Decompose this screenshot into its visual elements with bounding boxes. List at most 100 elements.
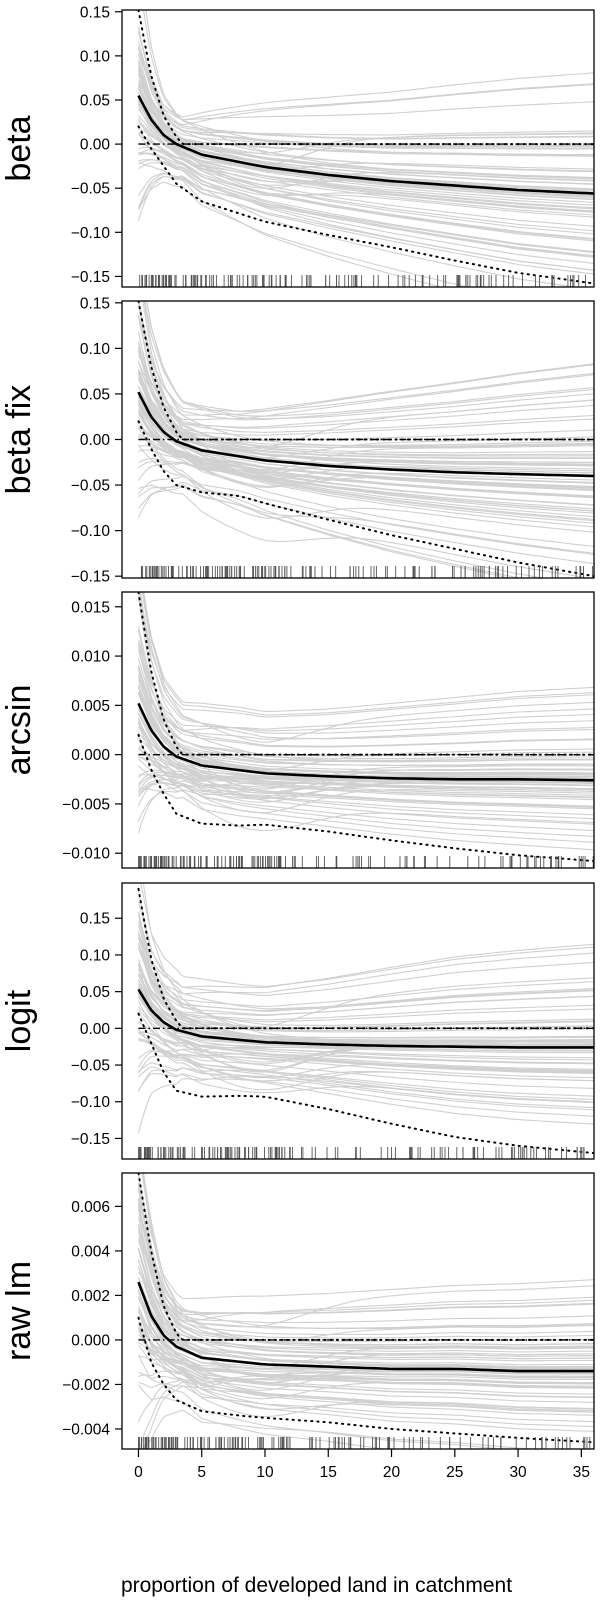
bootstrap-curve bbox=[138, 1038, 594, 1101]
bootstrap-curve bbox=[137, 481, 594, 565]
bootstrap-curve bbox=[137, 789, 594, 822]
bootstrap-curve bbox=[138, 424, 594, 489]
y-tick-label: 0.10 bbox=[80, 48, 111, 65]
bootstrap-curve bbox=[138, 719, 594, 801]
bootstrap-curve bbox=[138, 748, 594, 814]
y-tick-label: −0.15 bbox=[71, 269, 110, 286]
y-tick-label: −0.10 bbox=[71, 1094, 111, 1111]
bootstrap-curve bbox=[137, 931, 594, 1008]
bootstrap-curve bbox=[137, 1277, 594, 1360]
y-tick-label: −0.15 bbox=[71, 1131, 110, 1148]
bootstrap-curve bbox=[138, 945, 594, 995]
lower-bound-curve bbox=[137, 733, 594, 863]
bootstrap-curve bbox=[138, 1329, 594, 1403]
bootstrap-curve bbox=[137, 99, 594, 218]
bootstrap-curve bbox=[138, 1344, 594, 1410]
bootstrap-curve bbox=[137, 933, 594, 1046]
lower-bound-curve bbox=[137, 125, 594, 285]
bootstrap-curve bbox=[138, 787, 594, 851]
bootstrap-curve bbox=[138, 779, 594, 798]
bootstrap-curve bbox=[138, 122, 594, 213]
y-tick-label: −0.010 bbox=[62, 846, 110, 863]
bootstrap-curve bbox=[138, 1037, 594, 1109]
fitted-curve bbox=[137, 95, 594, 195]
plot-area bbox=[137, 1173, 594, 1449]
bootstrap-curve bbox=[137, 70, 594, 150]
panel-ylabel: raw lm bbox=[0, 1261, 38, 1361]
bootstrap-curve bbox=[137, 63, 594, 154]
bootstrap-curve bbox=[137, 1204, 594, 1329]
bootstrap-curve bbox=[137, 26, 594, 173]
fitted-curve bbox=[137, 702, 594, 782]
bootstrap-curve bbox=[137, 1224, 594, 1353]
bootstrap-curve bbox=[137, 368, 594, 460]
panel-5: −0.004 −0.002 0.000 0.002 0.004 0.006 raw lm bbox=[0, 1172, 595, 1450]
bootstrap-curve bbox=[138, 993, 594, 1070]
bootstrap-curve bbox=[138, 738, 594, 838]
bootstrap-curve bbox=[137, 1327, 594, 1432]
x-tick-label: 25 bbox=[446, 1464, 463, 1481]
bootstrap-curve bbox=[137, 59, 594, 182]
y-tick-label: 0.05 bbox=[80, 386, 110, 403]
bootstrap-curve bbox=[137, 1296, 594, 1388]
panel-ylabel: arcsin bbox=[0, 685, 38, 776]
bootstrap-curve bbox=[137, 66, 594, 171]
bootstrap-curve bbox=[138, 100, 594, 201]
bootstrap-curve bbox=[138, 1334, 594, 1384]
bootstrap-curve bbox=[137, 343, 594, 429]
bootstrap-curve bbox=[138, 1384, 389, 1449]
panel-frame bbox=[121, 591, 595, 869]
bootstrap-curve bbox=[137, 721, 594, 820]
bootstrap-curve bbox=[141, 1173, 594, 1330]
y-tick-label: −0.004 bbox=[62, 1421, 110, 1438]
plot-area bbox=[137, 10, 594, 287]
bootstrap-curve bbox=[146, 301, 594, 420]
bootstrap-curve bbox=[144, 301, 594, 412]
y-tick-label: −0.05 bbox=[71, 181, 110, 198]
panel-1: −0.15 −0.10 −0.05 0.00 0.05 0.10 0.15 beta bbox=[0, 4, 595, 288]
bootstrap-curve bbox=[137, 1209, 594, 1336]
bootstrap-curve bbox=[138, 781, 594, 800]
y-tick-label: 0.05 bbox=[80, 984, 110, 1001]
bootstrap-curve bbox=[137, 1266, 594, 1368]
bootstrap-curve bbox=[137, 945, 594, 1012]
y-tick-label: 0.15 bbox=[80, 911, 110, 928]
x-tick-label: 30 bbox=[509, 1464, 527, 1481]
rug bbox=[138, 856, 594, 868]
fitted-curve bbox=[137, 988, 594, 1049]
bootstrap-curve bbox=[137, 717, 594, 825]
x-tick-label: 20 bbox=[383, 1464, 401, 1481]
upper-bound-curve bbox=[137, 887, 594, 1030]
bootstrap-curve bbox=[146, 301, 594, 417]
y-tick-label: 0.00 bbox=[80, 137, 111, 154]
panel-ylabel: beta bbox=[0, 115, 38, 181]
bootstrap-curve bbox=[138, 679, 594, 731]
bootstrap-curve bbox=[137, 31, 594, 121]
panel-frame bbox=[121, 882, 595, 1160]
bootstrap-curve bbox=[137, 942, 594, 1033]
panel-4: −0.15 −0.10 −0.05 0.00 0.05 0.10 0.15 logit bbox=[0, 882, 595, 1160]
x-axis-label: proportion of developed land in catchmen… bbox=[120, 1574, 513, 1597]
y-tick-label: 0.002 bbox=[71, 1288, 110, 1305]
bootstrap-curve bbox=[137, 1231, 594, 1369]
bootstrap-curve bbox=[137, 911, 594, 1026]
bootstrap-curve bbox=[137, 395, 594, 514]
bootstrap-curve bbox=[137, 626, 594, 747]
y-tick-label: 0.15 bbox=[80, 295, 110, 312]
bootstrap-curve bbox=[137, 1182, 594, 1300]
bootstrap-curve bbox=[138, 425, 594, 497]
bootstrap-curve bbox=[137, 315, 594, 412]
bootstrap-curve bbox=[138, 115, 594, 210]
y-tick-label: 0.10 bbox=[80, 947, 111, 964]
bootstrap-curve bbox=[138, 1039, 594, 1089]
bootstrap-curve bbox=[138, 462, 594, 499]
bootstrap-curve bbox=[138, 1011, 594, 1082]
bootstrap-curve bbox=[142, 883, 594, 1044]
bootstrap-curve bbox=[139, 592, 594, 762]
y-tick-label: 0.006 bbox=[71, 1199, 110, 1216]
bootstrap-curve bbox=[138, 993, 594, 1073]
bootstrap-curve bbox=[137, 1173, 594, 1349]
bootstrap-curve bbox=[142, 1409, 550, 1449]
panel-2: −0.15 −0.10 −0.05 0.00 0.05 0.10 0.15 beta fix bbox=[0, 295, 595, 586]
